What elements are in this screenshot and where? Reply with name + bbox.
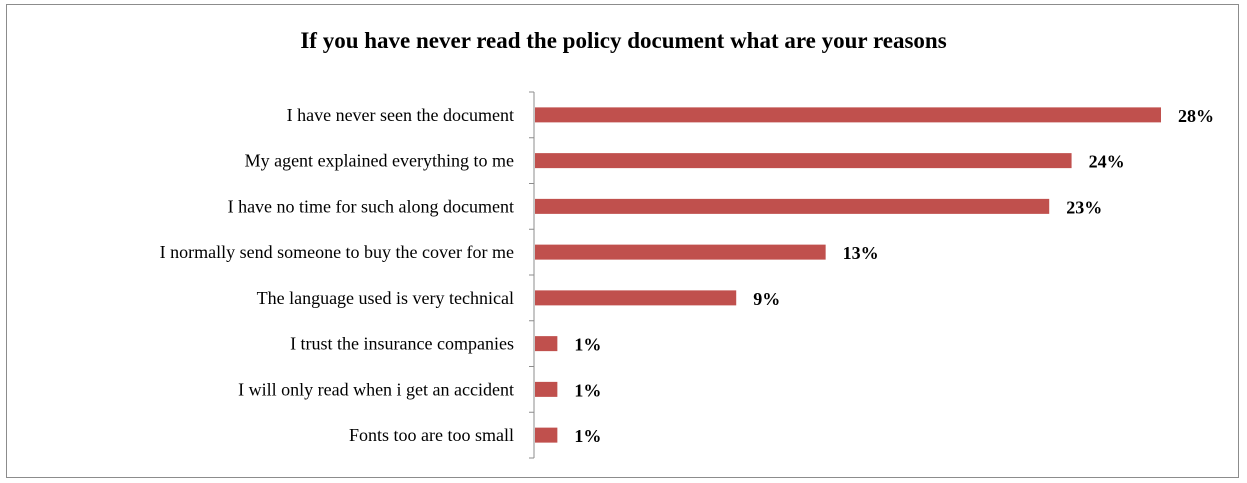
bar: [535, 107, 1161, 123]
bar: [535, 198, 1050, 214]
category-label: My agent explained everything to me: [245, 151, 514, 171]
data-label: 1%: [574, 335, 601, 355]
category-label: I have never seen the document: [287, 105, 514, 125]
category-label: The language used is very technical: [257, 288, 514, 308]
category-label: Fonts too are too small: [349, 425, 514, 445]
category-label: I will only read when i get an accident: [238, 379, 514, 399]
data-label: 24%: [1089, 152, 1125, 172]
bar: [535, 153, 1072, 169]
bar: [535, 290, 737, 306]
data-label: 23%: [1066, 197, 1102, 217]
data-label: 1%: [574, 426, 601, 446]
bar: [535, 381, 558, 397]
bar: [535, 427, 558, 443]
chart-title: If you have never read the policy docume…: [300, 28, 947, 53]
data-label: 28%: [1178, 106, 1214, 126]
category-label: I trust the insurance companies: [290, 334, 514, 354]
bar: [535, 336, 558, 352]
chart-frame: [6, 4, 1239, 478]
category-label: I have no time for such along document: [228, 196, 514, 216]
bar: [535, 244, 826, 260]
data-label: 9%: [753, 289, 780, 309]
data-label: 1%: [574, 380, 601, 400]
data-label: 13%: [843, 243, 879, 263]
category-label: I normally send someone to buy the cover…: [160, 242, 514, 262]
